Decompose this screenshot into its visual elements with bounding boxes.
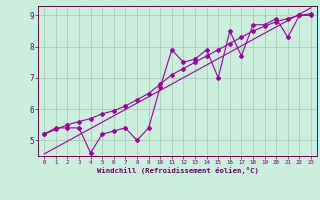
X-axis label: Windchill (Refroidissement éolien,°C): Windchill (Refroidissement éolien,°C) (97, 167, 259, 174)
